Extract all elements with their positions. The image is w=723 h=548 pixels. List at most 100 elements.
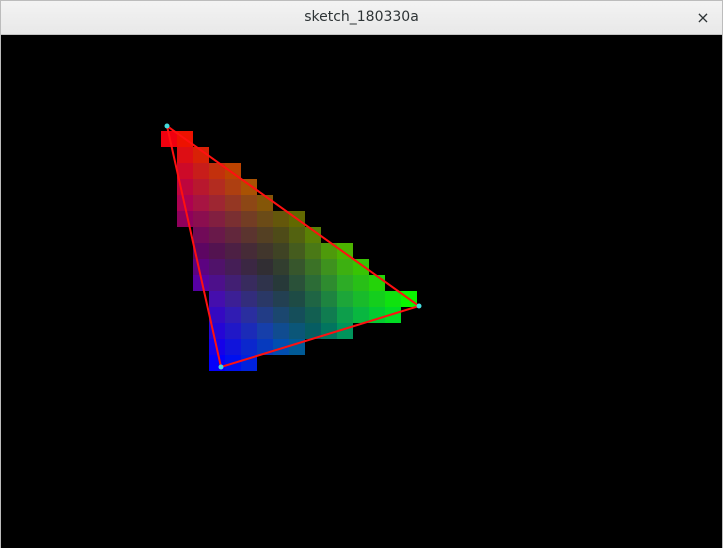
pixel-cell <box>209 243 225 259</box>
pixel-cell <box>305 275 321 291</box>
pixel-cell <box>225 211 241 227</box>
pixel-cell <box>225 227 241 243</box>
pixel-cell <box>305 227 321 243</box>
pixel-cell <box>369 291 385 307</box>
pixel-cell <box>177 147 193 163</box>
pixel-cell <box>193 195 209 211</box>
pixel-cell <box>193 259 209 275</box>
pixel-cell <box>241 243 257 259</box>
vertex-c-marker[interactable] <box>218 364 224 370</box>
pixel-cell <box>257 243 273 259</box>
pixel-cell <box>289 259 305 275</box>
pixel-cell <box>257 211 273 227</box>
pixel-cell <box>209 163 225 179</box>
pixel-cell <box>257 339 273 355</box>
pixel-cell <box>321 259 337 275</box>
pixel-cell <box>225 307 241 323</box>
pixel-cell <box>241 323 257 339</box>
pixel-cell <box>337 275 353 291</box>
pixel-cell <box>289 291 305 307</box>
close-button[interactable]: × <box>696 8 710 27</box>
pixel-cell <box>209 179 225 195</box>
pixel-cell <box>225 259 241 275</box>
pixel-cell <box>241 307 257 323</box>
pixel-cell <box>209 291 225 307</box>
pixel-cell <box>369 307 385 323</box>
pixel-cell <box>289 243 305 259</box>
pixel-cell <box>225 195 241 211</box>
pixel-cell <box>289 323 305 339</box>
pixel-cell <box>225 275 241 291</box>
pixel-cell <box>193 275 209 291</box>
pixel-cell <box>273 323 289 339</box>
pixel-cell <box>209 227 225 243</box>
pixel-cell <box>209 307 225 323</box>
pixel-cell <box>241 339 257 355</box>
pixel-cell <box>337 291 353 307</box>
pixel-cell <box>289 227 305 243</box>
pixel-cell <box>241 227 257 243</box>
pixel-cell <box>209 259 225 275</box>
pixel-cell <box>209 275 225 291</box>
pixel-cell <box>257 307 273 323</box>
pixel-cell <box>305 307 321 323</box>
pixel-cell <box>353 291 369 307</box>
pixel-cell <box>257 259 273 275</box>
pixel-cell <box>273 243 289 259</box>
pixel-cell <box>225 323 241 339</box>
pixel-cell <box>257 275 273 291</box>
rasterized-pixel-grid <box>161 131 417 371</box>
pixel-cell <box>369 275 385 291</box>
pixel-cell <box>209 195 225 211</box>
pixel-cell <box>321 307 337 323</box>
pixel-cell <box>385 291 401 307</box>
pixel-cell <box>209 211 225 227</box>
pixel-cell <box>257 323 273 339</box>
pixel-cell <box>337 307 353 323</box>
pixel-cell <box>305 259 321 275</box>
pixel-cell <box>241 179 257 195</box>
pixel-cell <box>273 211 289 227</box>
pixel-cell <box>305 243 321 259</box>
pixel-cell <box>273 291 289 307</box>
pixel-cell <box>241 291 257 307</box>
pixel-cell <box>225 179 241 195</box>
pixel-cell <box>257 227 273 243</box>
pixel-cell <box>353 259 369 275</box>
pixel-cell <box>321 243 337 259</box>
pixel-cell <box>321 275 337 291</box>
pixel-cell <box>193 243 209 259</box>
pixel-cell <box>273 307 289 323</box>
pixel-cell <box>177 211 193 227</box>
window-title: sketch_180330a <box>304 9 419 25</box>
pixel-cell <box>337 259 353 275</box>
pixel-cell <box>273 339 289 355</box>
pixel-cell <box>241 195 257 211</box>
pixel-cell <box>353 307 369 323</box>
pixel-cell <box>225 339 241 355</box>
triangle-outline <box>165 123 422 369</box>
pixel-cell <box>225 291 241 307</box>
title-bar[interactable]: sketch_180330a × <box>1 1 722 35</box>
pixel-cell <box>193 163 209 179</box>
pixel-cell <box>241 259 257 275</box>
pixel-cell <box>241 211 257 227</box>
pixel-cell <box>289 275 305 291</box>
pixel-cell <box>273 227 289 243</box>
pixel-cell <box>353 275 369 291</box>
pixel-cell <box>321 291 337 307</box>
pixel-cell <box>289 307 305 323</box>
pixel-cell <box>225 243 241 259</box>
pixel-cell <box>305 323 321 339</box>
pixel-cell <box>273 259 289 275</box>
pixel-cell <box>257 195 273 211</box>
vertex-a-marker[interactable] <box>164 123 170 129</box>
pixel-cell <box>177 163 193 179</box>
vertex-b-marker[interactable] <box>416 303 422 309</box>
pixel-cell <box>193 147 209 163</box>
sketch-canvas[interactable] <box>1 35 722 548</box>
triangle-render <box>161 123 422 371</box>
pixel-cell <box>193 227 209 243</box>
pixel-cell <box>241 275 257 291</box>
pixel-cell <box>193 211 209 227</box>
